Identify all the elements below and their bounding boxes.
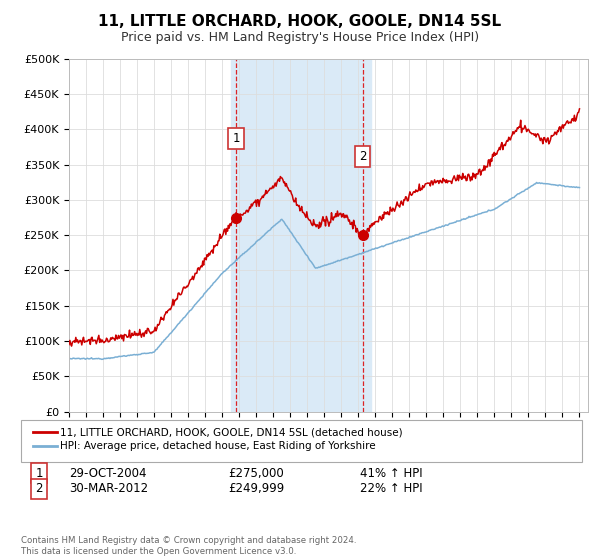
Text: 22% ↑ HPI: 22% ↑ HPI [360,482,422,496]
Bar [230,59,371,412]
Text: £249,999: £249,999 [228,482,284,496]
Text: 2: 2 [35,482,43,496]
Text: 30-MAR-2012: 30-MAR-2012 [69,482,148,496]
Text: 1: 1 [35,466,43,480]
Text: 41% ↑ HPI: 41% ↑ HPI [360,466,422,480]
Text: 2: 2 [359,150,366,162]
Text: HPI: Average price, detached house, East Riding of Yorkshire: HPI: Average price, detached house, East… [60,441,376,451]
Text: Contains HM Land Registry data © Crown copyright and database right 2024.
This d: Contains HM Land Registry data © Crown c… [21,536,356,556]
Text: 29-OCT-2004: 29-OCT-2004 [69,466,146,480]
Text: 11, LITTLE ORCHARD, HOOK, GOOLE, DN14 5SL (detached house): 11, LITTLE ORCHARD, HOOK, GOOLE, DN14 5S… [60,427,403,437]
Text: 11, LITTLE ORCHARD, HOOK, GOOLE, DN14 5SL: 11, LITTLE ORCHARD, HOOK, GOOLE, DN14 5S… [98,14,502,29]
Text: Price paid vs. HM Land Registry's House Price Index (HPI): Price paid vs. HM Land Registry's House … [121,31,479,44]
Text: £275,000: £275,000 [228,466,284,480]
Text: 1: 1 [233,132,240,145]
